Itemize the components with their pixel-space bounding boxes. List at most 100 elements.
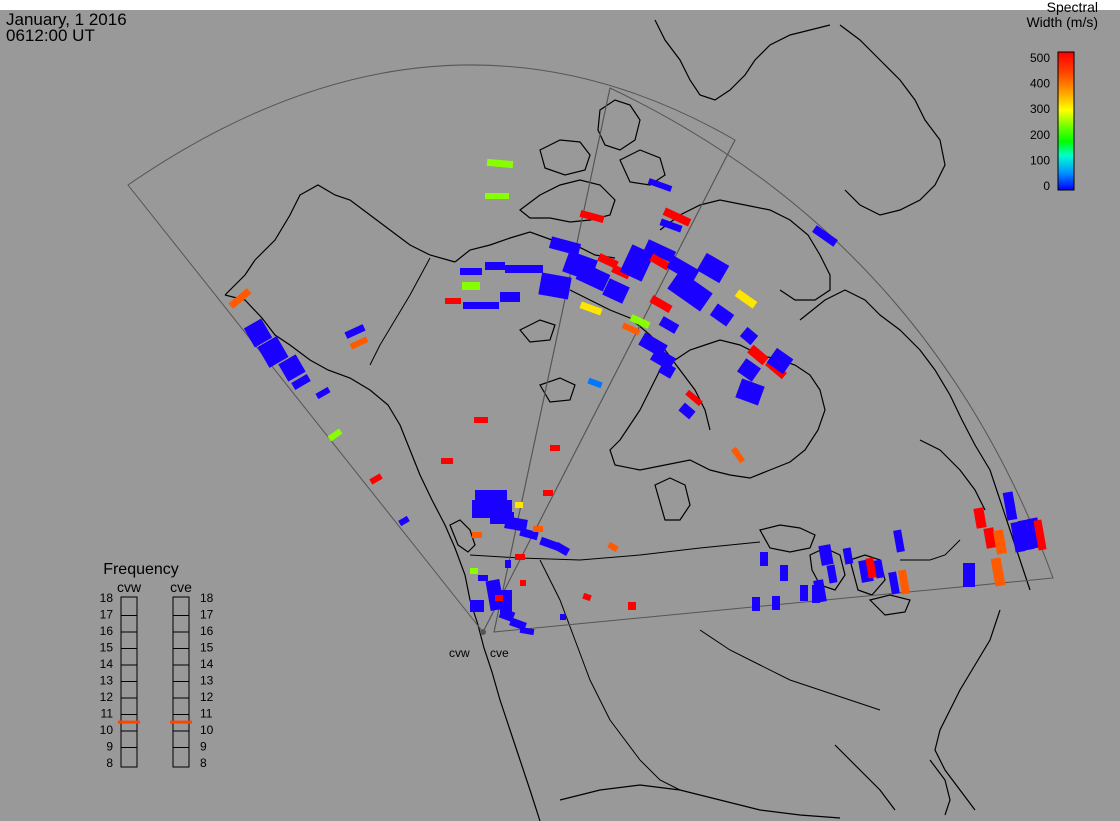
scatter-cell (649, 295, 673, 313)
scatter-cell (520, 580, 526, 586)
scatter-cell (369, 473, 383, 485)
scatter-cell (470, 568, 478, 574)
scatter-cell (643, 239, 677, 263)
header-time: 0612:00 UT (6, 26, 95, 45)
scatter-cell (472, 532, 482, 538)
scatter-cell (662, 207, 692, 227)
frequency-tick-label-right: 14 (200, 657, 214, 671)
frequency-tick-label-right: 15 (200, 641, 214, 655)
scatter-cell (678, 402, 696, 420)
radar-label-cvw: cvw (449, 646, 470, 660)
scatter-cell (628, 602, 636, 610)
scatter-cell (734, 289, 758, 309)
scatter-cell (992, 529, 1008, 555)
scatter-cell (441, 458, 453, 464)
frequency-title: Frequency (103, 561, 179, 578)
colorbar-gradient (1057, 51, 1075, 191)
scatter-cell (485, 193, 509, 199)
scatter-cell (735, 378, 765, 406)
scatter-cell (500, 292, 520, 302)
frequency-tick-label-left: 10 (100, 723, 114, 737)
scatter-cell (696, 252, 730, 284)
scatter-cell (818, 544, 834, 566)
scatter-cell (737, 358, 761, 382)
colorbar: Spectral Width (m/s) 500 400 300 200 100 0 (1026, 0, 1098, 193)
scatter-cell (349, 336, 369, 350)
scatter-cell (498, 607, 516, 623)
scatter-cell (257, 336, 289, 368)
frequency-tick-label-right: 13 (200, 674, 214, 688)
scatter-cell (649, 253, 671, 271)
scatter-cell (842, 547, 854, 565)
scatter-cell (543, 490, 553, 496)
scatter-cell (463, 302, 499, 309)
scatter-cell (315, 386, 331, 400)
scatter-cell (243, 318, 273, 348)
frequency-tick-label-right: 16 (200, 624, 214, 638)
scatter-cell (460, 268, 482, 275)
scatter-cell (1002, 491, 1018, 521)
frequency-tick-label-right: 11 (200, 707, 213, 721)
scatter-cell (990, 557, 1006, 587)
borders (369, 257, 961, 791)
scatter-cell (478, 575, 488, 581)
frequency-tick-label-left: 17 (100, 608, 114, 622)
colorbar-tick-label: 0 (1043, 179, 1050, 193)
colorbar-tick-label: 300 (1030, 102, 1050, 116)
scatter-cells (228, 158, 1047, 636)
scatter-cell (1033, 519, 1047, 551)
scatter-cell (485, 262, 505, 270)
scatter-cell (667, 270, 713, 312)
frequency-tick-label-left: 11 (101, 707, 114, 721)
scatter-cell (739, 326, 759, 346)
scatter-cell (709, 303, 735, 327)
scatter-cell (519, 626, 535, 636)
frequency-radar-cvw: cvw (117, 579, 142, 595)
scatter-cell (658, 316, 680, 334)
scatter-cell (621, 322, 641, 336)
scatter-cell (579, 210, 605, 223)
scatter-cell (647, 178, 673, 192)
scatter-cell (963, 563, 975, 587)
scatter-cell (474, 417, 488, 423)
scatter-cell (548, 236, 582, 256)
scatter-cell (780, 565, 788, 581)
frequency-tick-label-left: 15 (100, 641, 114, 655)
frequency-tick-label-right: 10 (200, 723, 214, 737)
header-date: January, 1 2016 (6, 10, 127, 29)
scatter-cell (973, 507, 987, 529)
scatter-cell (515, 502, 523, 508)
frequency-radar-cve: cve (170, 579, 192, 595)
scatter-cell (486, 158, 514, 169)
scatter-cell (865, 557, 877, 579)
colorbar-tick-label: 100 (1030, 153, 1050, 167)
scatter-cell (766, 347, 794, 375)
frequency-tick-label-left: 18 (100, 591, 114, 605)
frequency-tick-label-right: 9 (200, 740, 207, 754)
scatter-cell (445, 298, 461, 304)
colorbar-tick-label: 500 (1030, 51, 1050, 65)
frequency-tick-label-right: 12 (200, 690, 214, 704)
scatter-cell (629, 314, 651, 329)
scatter-cell (505, 560, 511, 568)
scatter-cell (607, 541, 619, 553)
frequency-tick-label-right: 17 (200, 608, 214, 622)
frequency-tick-label-left: 13 (100, 674, 114, 688)
frequency-panel: Frequency cvw cve 18 18 17 17 16 16 15 15 14 14 13… (100, 561, 214, 770)
scatter-cell (873, 559, 885, 579)
radar-label-cve: cve (490, 646, 509, 660)
colorbar-ticks: 500 400 300 200 100 0 (1030, 51, 1050, 193)
scatter-cell (575, 262, 611, 292)
scatter-cell (602, 278, 630, 304)
scatter-cell (812, 585, 820, 603)
map-background (0, 10, 1120, 821)
colorbar-title-line2: Width (m/s) (1026, 14, 1098, 30)
scatter-cell (519, 527, 539, 541)
frequency-tick-label-left: 9 (106, 740, 113, 754)
scatter-cell (812, 225, 838, 247)
scatter-cell (888, 571, 900, 595)
frequency-boxes: 18 18 17 17 16 16 15 15 14 14 13 13 12 12 11 11 10 10 9 9 8 8 (100, 591, 214, 770)
scatter-cell (747, 344, 769, 366)
scatter-cell (278, 354, 306, 382)
